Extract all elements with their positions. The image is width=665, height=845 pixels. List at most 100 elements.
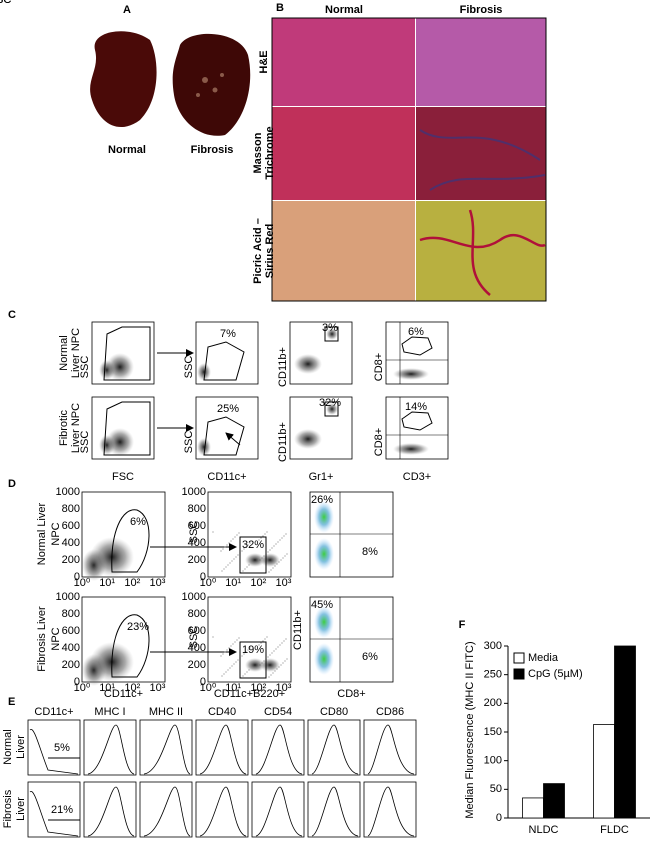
histogram-trace [311, 786, 359, 837]
event-dot [212, 636, 214, 638]
x-tick-label: 10⁰ [74, 682, 91, 694]
histology-image [272, 18, 415, 106]
y-tick-label: 1000 [182, 591, 206, 603]
event-dot [264, 533, 266, 535]
y-tick-label: 200 [188, 554, 206, 566]
row-label: Fibrosis [2, 789, 14, 828]
y-tick-label: 600 [188, 625, 206, 637]
gate [203, 416, 245, 456]
histogram-trace [29, 791, 79, 837]
event-dot [272, 567, 274, 569]
cell-population [106, 428, 134, 456]
sample-label: Normal [108, 144, 146, 156]
column-header: Fibrosis [460, 4, 503, 16]
x-tick-label: 10² [250, 577, 266, 589]
plot-frame [289, 396, 353, 460]
event-dot [228, 647, 230, 649]
event-dot [273, 545, 275, 547]
y-tick-label: 50 [490, 783, 502, 795]
plot-frame [81, 596, 166, 683]
plot-frame [307, 781, 361, 838]
cell-population [245, 553, 265, 567]
cell-population [314, 643, 334, 675]
x-tick-label: NLDC [529, 824, 559, 836]
cell-population [294, 354, 322, 374]
percent-label: 45% [311, 599, 333, 611]
axis-label: SSC [79, 356, 91, 379]
y-tick-label: 200 [62, 554, 80, 566]
event-dot [273, 650, 275, 652]
axis-label: SSC [79, 431, 91, 454]
cell-population [260, 553, 280, 567]
plot-frame [27, 781, 81, 838]
x-tick-label: 10³ [276, 682, 292, 694]
event-dot [269, 654, 271, 656]
row-label: Liver [15, 735, 27, 759]
event-dot [277, 541, 279, 543]
plot-frame [81, 491, 166, 578]
event-dot [223, 568, 225, 570]
histology-image [416, 107, 546, 200]
event-dot [275, 543, 277, 545]
bar [593, 724, 615, 819]
event-dot [280, 664, 282, 666]
y-tick-label: 0 [200, 676, 206, 688]
percent-label: 32% [319, 397, 341, 409]
event-dot [225, 566, 227, 568]
percent-label: 5% [54, 742, 70, 754]
event-dot [231, 560, 233, 562]
plot-frame [195, 719, 249, 776]
plot-frame [385, 321, 449, 385]
event-dot [267, 551, 269, 553]
event-dot [275, 648, 277, 650]
x-tick-label: 10³ [276, 577, 292, 589]
event-dot [243, 653, 245, 655]
event-dot [249, 647, 251, 649]
axis-label: Gr1+ [309, 471, 334, 483]
plot-frame [195, 321, 259, 385]
row-label: Normal Liver [36, 502, 48, 565]
cell-population [197, 438, 211, 456]
histogram-trace [311, 724, 359, 775]
percent-label: 26% [311, 494, 333, 506]
axis-label: SSC [183, 356, 195, 379]
event-dot [241, 550, 243, 552]
percent-label: 6% [362, 651, 378, 663]
plot-frame [309, 491, 394, 578]
sample-label: Fibrosis [191, 144, 234, 156]
plot-frame [207, 491, 292, 578]
panel-label: E [8, 696, 15, 708]
event-dot [260, 537, 262, 539]
fibrosis-septa [419, 129, 546, 191]
row-label: Normal [2, 729, 14, 764]
panel-label: F [459, 619, 466, 631]
event-dot [227, 669, 229, 671]
histology-image [272, 201, 415, 301]
event-dot [224, 651, 226, 653]
event-dot [233, 663, 235, 665]
axis-label: CD11b+ [277, 422, 289, 462]
event-dot [264, 638, 266, 640]
plot-frame [83, 781, 137, 838]
row-label: NPC [50, 627, 62, 650]
percent-label: 14% [405, 401, 427, 413]
cell-population [326, 328, 338, 340]
event-dot [223, 673, 225, 675]
plot-frame [289, 321, 353, 385]
y-tick-label: 400 [188, 642, 206, 654]
event-dot [282, 662, 284, 664]
column-header: CD80 [320, 706, 348, 718]
event-dot [270, 569, 272, 571]
event-dot [230, 645, 232, 647]
row-label: Fibrotic [58, 409, 70, 446]
event-dot [247, 544, 249, 546]
event-dot [266, 636, 268, 638]
axis-label: SSC [0, 0, 11, 6]
event-dot [286, 553, 288, 555]
plot-frame [91, 321, 155, 385]
axis-label: CD11b+ [277, 347, 289, 387]
percent-label: 19% [242, 644, 264, 656]
event-dot [242, 675, 244, 677]
x-tick-label: 10⁰ [200, 577, 217, 589]
